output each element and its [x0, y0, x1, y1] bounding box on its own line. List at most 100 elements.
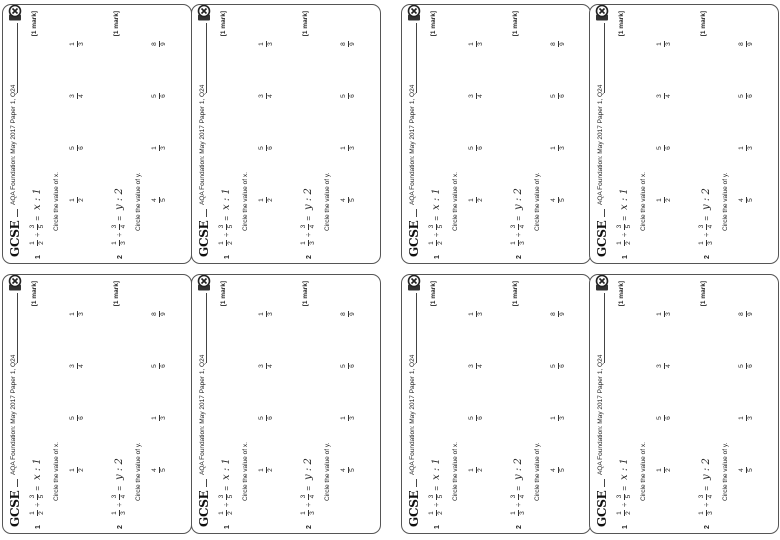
header-rule [604, 209, 605, 217]
ratio: y : 2 [302, 458, 314, 480]
ratio: x : 1 [618, 188, 630, 210]
question-number: 2 [306, 255, 313, 259]
ratio: y : 2 [512, 188, 524, 210]
worksheet-card: GCSE AQA Foundation: May 2017 Paper 1, Q… [191, 2, 383, 264]
ratio: y : 2 [113, 458, 125, 480]
source-label: AQA Foundation: May 2017 Paper 1, Q24 [409, 354, 416, 475]
source-label: AQA Foundation: May 2017 Paper 1, Q24 [597, 84, 604, 205]
ratio: y : 2 [302, 188, 314, 210]
header-rule [17, 209, 18, 217]
card-frame: GCSE AQA Foundation: May 2017 Paper 1, Q… [191, 4, 381, 264]
cross-badge-icon [595, 5, 609, 21]
marks-label: [1 mark] [512, 11, 519, 37]
question-number: 2 [117, 525, 124, 529]
instruction: Circle the value of y. [722, 442, 729, 501]
ratio: x : 1 [618, 458, 630, 480]
instruction: Circle the value of x. [242, 172, 249, 231]
brand-label: GCSE [595, 490, 609, 527]
question-number: 1 [622, 255, 629, 259]
header-rule [17, 23, 18, 93]
instruction: Circle the value of x. [53, 172, 60, 231]
marks-label: [1 mark] [302, 11, 309, 37]
question-number: 2 [516, 255, 523, 259]
